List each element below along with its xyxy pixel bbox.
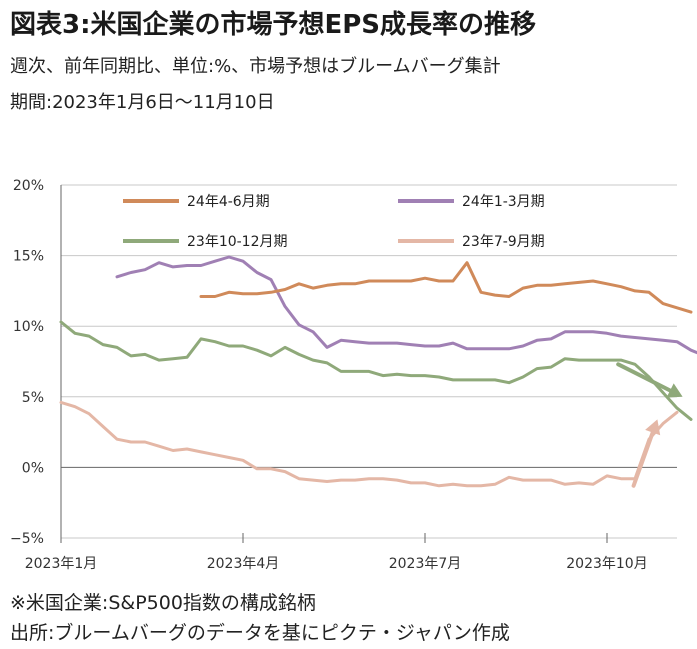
- chart-title: 図表3:米国企業の市場予想EPS成長率の推移: [10, 10, 537, 40]
- legend-label: 24年1-3月期: [462, 194, 545, 210]
- y-tick-label: 5%: [22, 390, 44, 406]
- legend-label: 23年10-12月期: [187, 234, 288, 250]
- source-note-universe: ※米国企業:S&P500指数の構成銘柄: [10, 592, 316, 614]
- legend-label: 23年7-9月期: [462, 234, 545, 250]
- series-line: [59, 400, 679, 488]
- x-tick-label: 2023年7月: [389, 556, 462, 572]
- y-tick-label: 20%: [13, 178, 44, 194]
- y-tick-label: 10%: [13, 319, 44, 335]
- trend-arrow: [631, 430, 655, 488]
- x-tick-label: 2023年10月: [566, 556, 647, 572]
- series-line: [199, 261, 693, 314]
- y-tick-label: −5%: [10, 531, 44, 547]
- y-tick-label: 15%: [13, 249, 44, 265]
- chart-period: 期間:2023年1月6日〜11月10日: [10, 92, 275, 113]
- trend-arrow-head: [645, 419, 661, 436]
- x-tick-label: 2023年1月: [25, 556, 98, 572]
- trend-arrow-head: [666, 383, 683, 398]
- series-line: [59, 320, 693, 421]
- x-tick-label: 2023年4月: [207, 556, 280, 572]
- series-line: [115, 255, 697, 355]
- chart-subtitle: 週次、前年同期比、単位:%、市場予想はブルームバーグ集計: [10, 56, 501, 77]
- source-note-origin: 出所:ブルームバーグのデータを基にピクテ・ジャパン作成: [10, 622, 510, 644]
- trend-arrow: [616, 362, 673, 393]
- y-tick-label: 0%: [22, 460, 44, 476]
- legend-label: 24年4-6月期: [187, 194, 270, 210]
